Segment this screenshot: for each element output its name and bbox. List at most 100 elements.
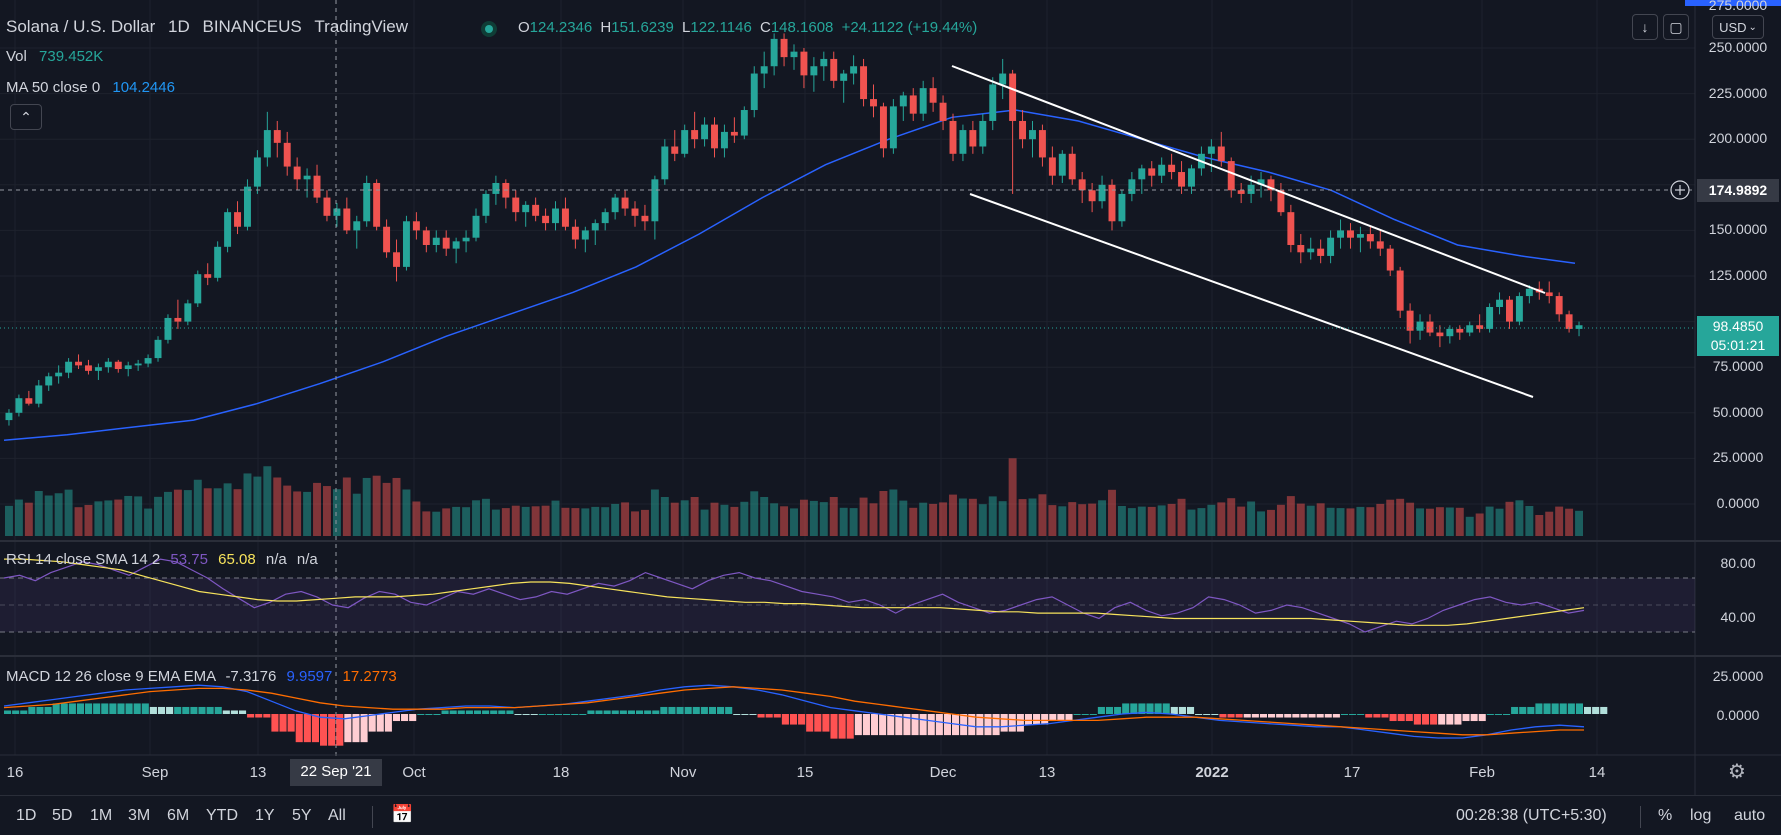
macd-hist-bar	[1397, 714, 1405, 722]
currency-selector[interactable]: USD ⌄	[1712, 15, 1764, 39]
volume-bar	[561, 507, 570, 536]
macd-hist-bar	[717, 706, 725, 714]
timeframe-button-ytd[interactable]: YTD	[206, 807, 238, 824]
price-tick-label: 225.0000	[1708, 84, 1768, 101]
date-range-icon[interactable]: 📅	[391, 804, 414, 824]
volume-bar	[1406, 502, 1415, 536]
candle-body	[114, 361, 122, 370]
descending-channel[interactable]	[951, 65, 1546, 398]
candle-body	[214, 246, 222, 278]
macd-hist-bar	[870, 714, 879, 736]
fullscreen-icon: ▢	[1669, 18, 1683, 35]
time-tick-label: Dec	[929, 764, 957, 781]
scroll-up-indicator[interactable]	[1685, 0, 1781, 6]
macd-hist-bar	[271, 714, 279, 732]
macd-value: 9.9597	[286, 668, 333, 685]
macd-hist-bar	[733, 714, 741, 715]
volume-bar	[511, 505, 520, 536]
candle-body	[1058, 153, 1066, 176]
timeframe-button-1y[interactable]: 1Y	[255, 807, 275, 824]
candle-body	[790, 51, 798, 58]
macd-hist-bar	[1146, 703, 1154, 714]
volume-bar	[1455, 507, 1464, 536]
macd-hist-bar	[1502, 714, 1511, 715]
candle-body	[5, 412, 13, 421]
log-toggle[interactable]: log	[1690, 807, 1712, 824]
volume-legend[interactable]: Vol 739.452K	[6, 48, 104, 65]
macd-hist-bar	[490, 710, 498, 714]
channel-lower-line[interactable]	[969, 193, 1534, 398]
macd-hist-bar	[700, 706, 708, 714]
candle-body	[909, 95, 917, 114]
macd-hist-bar	[1122, 703, 1130, 714]
volume-bar	[104, 500, 113, 536]
time-tick-label: Feb	[1469, 764, 1495, 781]
candle-body	[1406, 310, 1414, 331]
macd-hist-bar	[1292, 714, 1300, 718]
macd-hist-bar	[935, 714, 943, 736]
volume-bar	[1535, 515, 1544, 536]
percent-toggle[interactable]: %	[1658, 807, 1673, 824]
candle-body	[1118, 193, 1126, 222]
macd-legend[interactable]: MACD 12 26 close 9 EMA EMA -7.3176 9.959…	[6, 668, 397, 685]
interval[interactable]: 1D	[168, 17, 190, 36]
candle-body	[1347, 230, 1354, 238]
volume-bar	[1485, 506, 1494, 536]
macd-hist-bar	[644, 710, 652, 714]
timeframe-button-1d[interactable]: 1D	[16, 807, 37, 824]
macd-hist-bar	[1454, 714, 1462, 725]
volume-bar	[660, 497, 669, 536]
collapse-legend-button[interactable]: ⌃	[10, 104, 42, 130]
volume-bar	[452, 506, 461, 536]
candle-body	[552, 208, 559, 224]
settings-gear-icon[interactable]: ⚙	[1728, 761, 1746, 783]
macd-hist-bar	[376, 714, 384, 732]
macd-hist-bar	[384, 714, 392, 732]
clock-label[interactable]: 00:28:38 (UTC+5:30)	[1456, 807, 1607, 824]
crosshair-price-label: 174.9892	[1708, 182, 1768, 198]
fullscreen-button[interactable]: ▢	[1663, 14, 1689, 40]
macd-hist-bar	[943, 714, 951, 736]
auto-toggle[interactable]: auto	[1734, 807, 1766, 824]
macd-hist-bar	[20, 710, 28, 714]
timeframe-button-1m[interactable]: 1M	[90, 807, 113, 824]
candle-body	[55, 372, 63, 377]
download-button[interactable]: ↓	[1632, 14, 1658, 40]
close-value: 148.1608	[770, 19, 834, 36]
macd-hist-bar	[919, 714, 927, 736]
change-value: +24.1122 (+19.44%)	[841, 19, 978, 36]
volume-bar	[332, 489, 341, 536]
volume-bar	[720, 504, 729, 536]
macd-hist-bar	[522, 714, 530, 715]
volume-bar	[1545, 511, 1554, 536]
candle-body	[422, 230, 430, 245]
channel-upper-line[interactable]	[951, 65, 1546, 294]
timeframe-button-6m[interactable]: 6M	[167, 807, 190, 824]
timeframe-button-5d[interactable]: 5D	[52, 807, 73, 824]
time-tick-label: 14	[1588, 764, 1606, 781]
volume-bar	[402, 489, 411, 536]
timeframe-button-all[interactable]: All	[328, 807, 346, 824]
macd-hist-bar	[1332, 714, 1340, 718]
macd-hist-bar	[190, 706, 198, 714]
candle-body	[561, 208, 569, 227]
candle-body	[104, 361, 112, 368]
symbol-name[interactable]: Solana / U.S. Dollar	[6, 17, 156, 36]
macd-hist-bar	[336, 714, 344, 746]
macd-hist-bar	[247, 714, 255, 718]
crosshair-date-label: 22 Sep '21	[300, 763, 372, 780]
price-tick-label: 250.0000	[1708, 39, 1768, 55]
timeframe-button-5y[interactable]: 5Y	[292, 807, 312, 824]
ma-legend[interactable]: MA 50 close 0 104.2446	[6, 79, 175, 96]
candle-body	[333, 208, 341, 216]
volume-bar	[173, 489, 182, 536]
macd-hist-bar	[279, 714, 287, 732]
volume-bar	[879, 491, 888, 536]
signal-value: 17.2773	[342, 668, 397, 685]
candle-body	[532, 204, 540, 216]
candle-body	[234, 212, 241, 227]
rsi-legend[interactable]: RSI 14 close SMA 14 2 53.75 65.08 n/a n/…	[6, 551, 318, 568]
timeframe-button-3m[interactable]: 3M	[128, 807, 151, 824]
macd-hist-bar	[417, 714, 425, 715]
